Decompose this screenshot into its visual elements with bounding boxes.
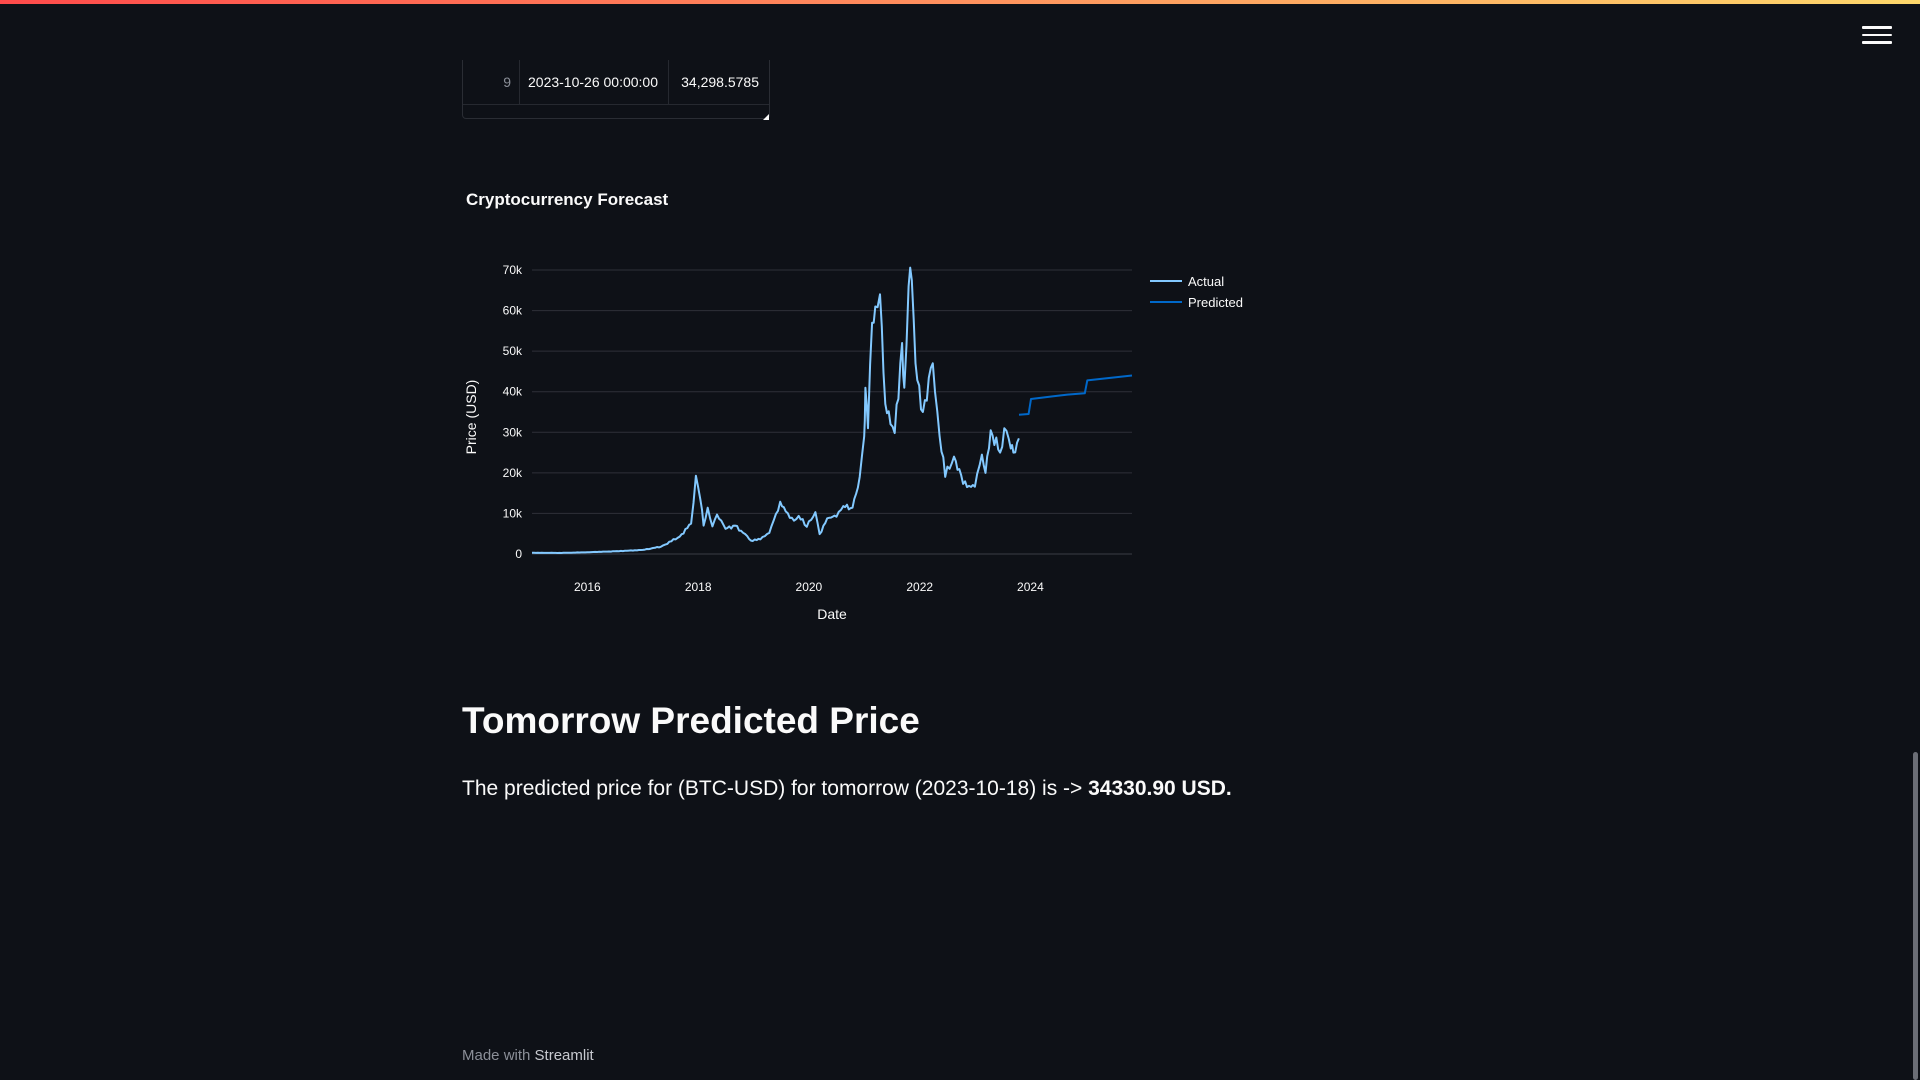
chart-title: Cryptocurrency Forecast xyxy=(466,190,669,209)
menu-line xyxy=(1862,33,1892,37)
dataframe[interactable]: 9 2023-10-26 00:00:00 34,298.5785 xyxy=(462,60,770,120)
x-tick-label: 2022 xyxy=(906,580,933,594)
x-tick-label: 2020 xyxy=(796,580,823,594)
y-tick-label: 30k xyxy=(503,425,523,439)
series-line-predicted xyxy=(1018,374,1133,416)
hamburger-menu-icon[interactable] xyxy=(1862,22,1892,48)
predicted-price-value: 34330.90 USD. xyxy=(1088,777,1232,800)
y-tick-label: 50k xyxy=(503,344,523,358)
x-tick-label: 2018 xyxy=(685,580,712,594)
prediction-text: The predicted price for (BTC-USD) for to… xyxy=(462,777,1232,801)
series-line-actual xyxy=(532,266,1020,554)
x-axis-label: Date xyxy=(817,606,847,622)
top-decoration-bar xyxy=(0,0,1920,4)
y-axis-label: Price (USD) xyxy=(463,380,479,455)
y-tick-label: 40k xyxy=(503,385,523,399)
grid-lines xyxy=(532,269,1132,555)
y-tick-label: 70k xyxy=(503,263,523,277)
legend-label: Actual xyxy=(1188,274,1224,289)
legend-label: Predicted xyxy=(1188,295,1243,310)
y-axis-ticks: 0 10k 20k 30k 40k 50k 60k 70k xyxy=(503,263,523,561)
legend[interactable]: Actual Predicted xyxy=(1150,274,1243,310)
footer-prefix: Made with xyxy=(462,1047,535,1064)
y-tick-label: 0 xyxy=(515,547,522,561)
section-heading: Tomorrow Predicted Price xyxy=(462,700,920,741)
resize-handle-icon[interactable] xyxy=(763,114,769,120)
row-index: 9 xyxy=(463,60,520,104)
y-tick-label: 60k xyxy=(503,304,523,318)
date-cell: 2023-10-26 00:00:00 xyxy=(520,60,669,104)
value-cell: 34,298.5785 xyxy=(681,74,759,90)
x-tick-label: 2024 xyxy=(1017,580,1044,594)
footer: Made with Streamlit xyxy=(462,1047,594,1064)
page-scrollbar[interactable] xyxy=(1913,752,1918,1080)
series-lines xyxy=(532,266,1133,554)
menu-line xyxy=(1862,41,1892,44)
y-tick-label: 10k xyxy=(503,506,523,520)
x-tick-label: 2016 xyxy=(574,580,601,594)
menu-line xyxy=(1862,26,1892,29)
x-axis-ticks: 2016 2018 2020 2022 2024 xyxy=(574,580,1044,594)
prediction-sentence: The predicted price for (BTC-USD) for to… xyxy=(462,777,1089,800)
y-tick-label: 20k xyxy=(503,466,523,480)
streamlit-link[interactable]: Streamlit xyxy=(534,1047,594,1064)
table-row: 9 2023-10-26 00:00:00 34,298.5785 xyxy=(463,60,769,105)
